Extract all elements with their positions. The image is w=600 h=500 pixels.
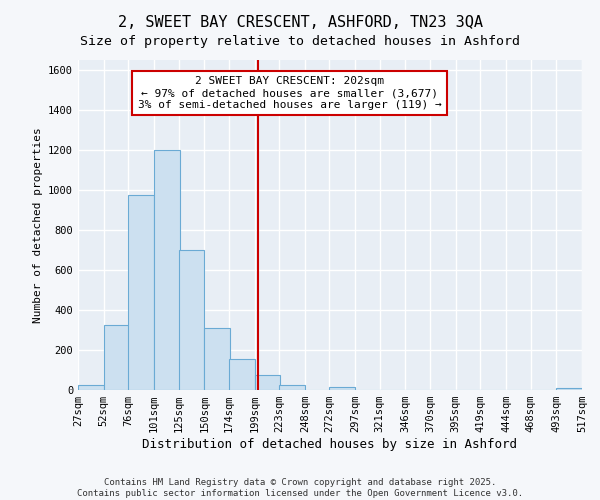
Y-axis label: Number of detached properties: Number of detached properties xyxy=(32,127,43,323)
Bar xyxy=(329,387,355,390)
X-axis label: Distribution of detached houses by size in Ashford: Distribution of detached houses by size … xyxy=(143,438,517,451)
Bar xyxy=(104,325,130,390)
Bar xyxy=(229,359,254,390)
Bar xyxy=(78,385,104,390)
Bar xyxy=(128,195,154,390)
Bar xyxy=(254,375,280,390)
Text: Size of property relative to detached houses in Ashford: Size of property relative to detached ho… xyxy=(80,35,520,48)
Bar xyxy=(556,388,582,390)
Bar xyxy=(279,385,305,390)
Bar xyxy=(204,328,230,390)
Text: Contains HM Land Registry data © Crown copyright and database right 2025.
Contai: Contains HM Land Registry data © Crown c… xyxy=(77,478,523,498)
Bar xyxy=(154,150,179,390)
Text: 2 SWEET BAY CRESCENT: 202sqm
← 97% of detached houses are smaller (3,677)
3% of : 2 SWEET BAY CRESCENT: 202sqm ← 97% of de… xyxy=(138,76,442,110)
Text: 2, SWEET BAY CRESCENT, ASHFORD, TN23 3QA: 2, SWEET BAY CRESCENT, ASHFORD, TN23 3QA xyxy=(118,15,482,30)
Bar xyxy=(179,250,204,390)
